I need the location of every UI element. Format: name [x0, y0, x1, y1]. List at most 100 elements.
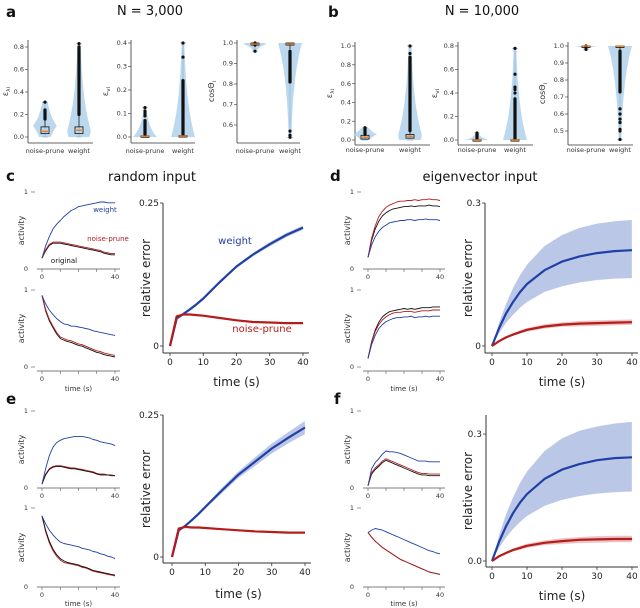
outlier-point	[618, 112, 622, 116]
y-tick-label: 0.0	[444, 136, 454, 144]
y-axis-label-main: ε	[1, 92, 10, 96]
y-axis-label: cosΘi	[538, 82, 549, 104]
panel-a-title: N = 3,000	[117, 4, 183, 19]
series-band	[491, 421, 633, 562]
series-line	[41, 435, 116, 485]
x-tick-label: 40	[297, 358, 309, 368]
y-tick-label: 0	[153, 553, 159, 563]
x-tick-label: 40	[299, 568, 311, 578]
x-tick-label: 40	[111, 492, 119, 500]
series-line	[41, 515, 116, 577]
x-tick-label: 20	[231, 358, 243, 368]
chart-d1: 0 40 0 1 activity	[343, 188, 445, 281]
y-axis-label: εvi	[430, 88, 441, 98]
panel-d-title: eigenvector input	[423, 170, 538, 185]
y-axis-label-subscript: vi	[106, 86, 112, 91]
y-axis-label: ελi	[325, 88, 336, 98]
y-tick-label: 0.6	[223, 121, 233, 129]
x-tick-label: 40	[111, 273, 119, 281]
y-tick-label: 1	[24, 286, 28, 294]
x-tick-label: 30	[591, 358, 603, 368]
y-tick-label: 0.4	[341, 99, 351, 107]
outlier-point	[513, 87, 517, 92]
series-line	[41, 295, 116, 358]
outlier-point	[288, 135, 292, 139]
outlier-point	[513, 91, 517, 95]
x-tick-label: 40	[111, 591, 119, 599]
y-tick-label: 0.6	[341, 80, 351, 88]
category-label: noise-prune	[236, 147, 275, 155]
y-tick-label: 0	[24, 363, 28, 371]
y-tick-label: 0.6	[14, 66, 24, 74]
category-label: noise-prune	[567, 146, 606, 154]
x-tick-label: 20	[233, 568, 245, 578]
series-label: noise-prune	[87, 235, 129, 243]
chart-d3: 0 0.3 0 10 20 30 40 relative error time (s)	[461, 199, 638, 389]
x-tick-label: 40	[436, 375, 444, 383]
y-tick-label: 0.0	[117, 133, 127, 141]
y-tick-label: 0.4	[117, 39, 127, 47]
y-tick-label: 0.6	[444, 66, 454, 74]
chart-c3: 0 0.25 0 10 20 30 40 relative error time (s) weig…	[139, 199, 309, 389]
x-tick-label: 0	[40, 591, 44, 599]
outlier-point	[43, 100, 47, 104]
outlier-point	[618, 120, 622, 125]
x-axis-label: time (s)	[65, 600, 92, 608]
y-axis-label: activity	[343, 532, 352, 562]
chart-b2: 0.0 0.2 0.4 0.6 0.8 εvi noise-prune weight	[430, 42, 533, 154]
panel-letter-c: c	[6, 167, 15, 185]
x-axis-label: time (s)	[539, 375, 586, 389]
x-tick-label: 0	[40, 492, 44, 500]
y-tick-label: 0.2	[341, 117, 351, 125]
series-line	[367, 198, 441, 258]
x-axis-label: time (s)	[213, 375, 260, 389]
outlier-point	[618, 137, 622, 142]
y-axis-label-subscript: λi	[330, 88, 336, 93]
category-label: noise-prune	[458, 146, 497, 154]
y-axis-label-main: ε	[325, 94, 334, 98]
x-tick-label: 20	[556, 358, 568, 368]
x-tick-label: 0	[40, 375, 44, 383]
y-tick-label: 0.25	[139, 411, 159, 421]
panel-b-title: N = 10,000	[445, 4, 519, 19]
series-line	[170, 525, 305, 558]
chart-f1: 0 40 0 1 activity	[343, 407, 445, 500]
x-tick-label: 40	[436, 492, 444, 500]
outlier-point	[143, 111, 147, 116]
y-tick-label: 1.0	[223, 39, 233, 47]
outlier-point	[288, 129, 292, 133]
panel-letter-e: e	[6, 390, 16, 408]
x-axis-label: time (s)	[65, 385, 92, 393]
series-line	[41, 515, 116, 560]
x-tick-label: 0	[366, 591, 370, 599]
y-tick-label: 0.25	[139, 199, 159, 209]
y-axis-label-main: cosΘ	[207, 82, 216, 102]
y-tick-label: 0.2	[14, 111, 24, 119]
x-tick-label: 30	[591, 572, 603, 582]
y-tick-label: 1	[350, 188, 354, 196]
x-tick-label: 40	[436, 273, 444, 281]
outlier-point	[408, 51, 412, 56]
x-tick-label: 30	[266, 568, 278, 578]
y-tick-label: 0.3	[117, 63, 127, 71]
x-tick-label: 40	[626, 358, 638, 368]
y-tick-label: 0	[350, 363, 354, 371]
y-tick-label: 0.9	[223, 60, 233, 68]
category-label: weight	[399, 146, 421, 154]
outlier-point	[143, 109, 147, 113]
category-label: weight	[609, 146, 631, 154]
chart-a2: 0.0 0.1 0.2 0.3 0.4 εvi noise-prune weight	[101, 39, 195, 155]
x-tick-label: 10	[521, 572, 533, 582]
series-line	[367, 459, 440, 486]
y-axis-label: activity	[17, 313, 26, 343]
series-line	[367, 218, 441, 258]
panel-c-title: random input	[108, 170, 196, 185]
y-axis-label: εvi	[101, 86, 112, 96]
y-tick-label: 0.0	[468, 557, 483, 567]
y-axis-label: relative error	[139, 239, 153, 317]
series-label: original	[51, 257, 77, 265]
y-tick-label: 1	[24, 407, 28, 415]
y-tick-label: 0.8	[341, 61, 351, 69]
y-tick-label: 0.7	[223, 101, 233, 109]
